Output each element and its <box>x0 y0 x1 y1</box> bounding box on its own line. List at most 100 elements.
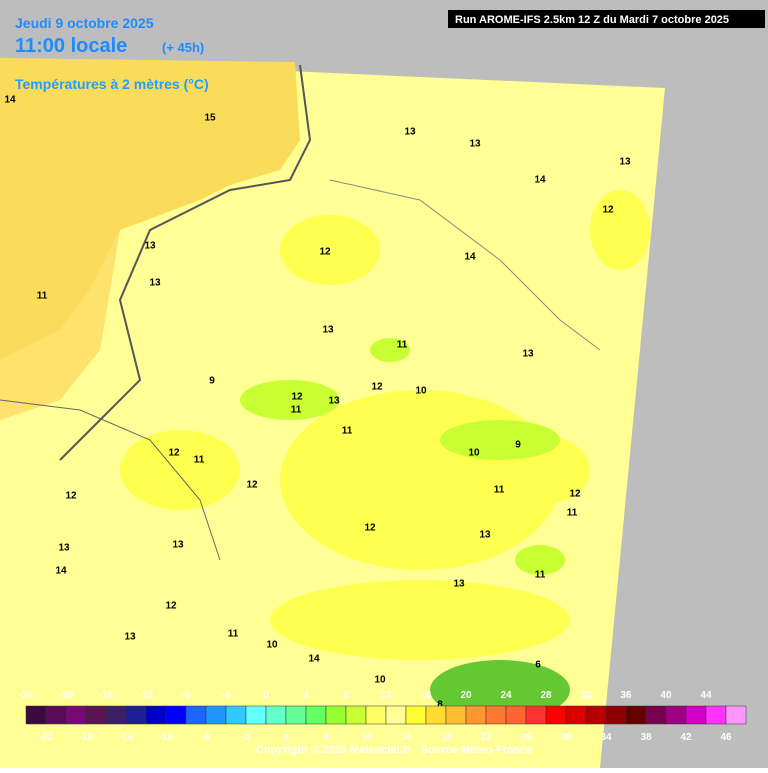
legend-swatch <box>645 705 667 725</box>
contour-label: 8 <box>437 700 443 711</box>
legend-label: 40 <box>660 690 672 701</box>
legend-swatch <box>345 705 367 725</box>
legend-label: 20 <box>460 690 472 701</box>
legend-swatch <box>365 705 387 725</box>
run: Run AROME-IFS 2.5km 12 Z du Mardi 7 octo… <box>455 14 729 26</box>
contour-label: 11 <box>342 426 353 437</box>
legend-label: 0 <box>263 690 269 701</box>
legend-swatch <box>205 705 227 725</box>
legend-swatch <box>525 705 547 725</box>
date: Jeudi 9 octobre 2025 <box>15 15 154 31</box>
contour-label: 13 <box>522 349 534 360</box>
contour-label: 12 <box>569 489 581 500</box>
legend-swatch <box>85 705 107 725</box>
contour-label: 12 <box>364 523 376 534</box>
contour-labels: 14 15 13 13 13 12 14 13 12 14 13 11 13 13 9 11 12 11 13 12 1… <box>4 95 631 711</box>
legend-label: -16 <box>99 690 114 701</box>
legend-swatch <box>45 705 67 725</box>
legend-swatch <box>245 705 267 725</box>
legend-swatch <box>145 705 167 725</box>
contour-label: 6 <box>535 660 541 671</box>
contour-label: 11 <box>535 570 546 581</box>
lead: (+ 45h) <box>162 40 204 55</box>
legend-swatch <box>605 705 627 725</box>
legend: -24 -20 -16 -12 -8 -4 0 4 8 12 16 20 24 28 32 36 40 44-22… <box>19 690 747 743</box>
legend-swatch <box>405 705 427 725</box>
legend-label: -22 <box>39 732 54 743</box>
legend-swatch <box>625 705 647 725</box>
contour-label: 13 <box>619 157 631 168</box>
contour-label: 9 <box>209 376 215 387</box>
contour-label: 12 <box>246 480 258 491</box>
legend-label: -24 <box>19 690 34 701</box>
border <box>0 399 221 561</box>
run-box <box>448 10 765 28</box>
legend-swatch <box>165 705 187 725</box>
legend-label: 32 <box>580 690 592 701</box>
legend-label: 28 <box>540 690 552 701</box>
contour-label: 9 <box>515 440 521 451</box>
legend-label: 34 <box>600 732 612 743</box>
contour-label: 14 <box>464 252 476 263</box>
contour-label: 13 <box>172 540 184 551</box>
contour-label: 13 <box>328 396 340 407</box>
contour-label: 10 <box>374 675 386 686</box>
legend-swatch <box>445 705 467 725</box>
contour-label: 11 <box>494 485 505 496</box>
coastline <box>59 64 312 461</box>
legend-swatch <box>685 705 707 725</box>
legend-label: 30 <box>560 732 572 743</box>
copyright: Copyright © 2025 Meteociel.fr - Source M… <box>256 744 532 756</box>
legend-swatch <box>225 705 247 725</box>
contour-label: 12 <box>165 601 177 612</box>
legend-swatch <box>545 705 567 725</box>
warm-zones <box>120 190 650 660</box>
legend-swatch <box>105 705 127 725</box>
legend-label: -2 <box>242 732 251 743</box>
contour-label: 12 <box>602 205 614 216</box>
contour-label: 10 <box>415 386 427 397</box>
contour-label: 11 <box>37 291 48 302</box>
legend-swatch <box>505 705 527 725</box>
contour-label: 14 <box>4 95 16 106</box>
legend-swatch <box>285 705 307 725</box>
contour-label: 10 <box>266 640 278 651</box>
contour-label: 13 <box>144 241 156 252</box>
legend-label: -8 <box>182 690 191 701</box>
contour-label: 13 <box>469 139 481 150</box>
legend-label: 44 <box>700 690 712 701</box>
legend-label: -14 <box>119 732 134 743</box>
contour-label: 13 <box>453 579 465 590</box>
legend-label: 14 <box>400 732 412 743</box>
legend-label: -20 <box>59 690 74 701</box>
legend-label: 24 <box>500 690 512 701</box>
contour-label: 14 <box>308 654 320 665</box>
border <box>329 179 601 351</box>
legend-swatch <box>585 705 607 725</box>
legend-swatch <box>665 705 687 725</box>
legend-swatch <box>185 705 207 725</box>
contour-label: 13 <box>58 543 70 554</box>
contour-label: 14 <box>534 175 546 186</box>
legend-label: 2 <box>283 732 289 743</box>
legend-swatch <box>385 705 407 725</box>
legend-label: 16 <box>420 690 432 701</box>
time: 11:00 locale <box>15 35 127 57</box>
contour-label: 10 <box>468 448 480 459</box>
contour-label: 11 <box>397 340 408 351</box>
contour-label: 11 <box>567 508 578 519</box>
legend-label: 26 <box>520 732 532 743</box>
legend-swatch <box>65 705 87 725</box>
legend-swatch <box>265 705 287 725</box>
contour-label: 13 <box>322 325 334 336</box>
legend-swatch <box>25 705 47 725</box>
contour-label: 11 <box>291 405 302 416</box>
contour-label: 13 <box>149 278 161 289</box>
legend-label: -6 <box>202 732 211 743</box>
sea <box>0 58 300 360</box>
legend-label: 22 <box>480 732 492 743</box>
legend-label: 42 <box>680 732 692 743</box>
legend-label: 38 <box>640 732 652 743</box>
field: Températures à 2 mètres (°C) <box>15 76 209 92</box>
